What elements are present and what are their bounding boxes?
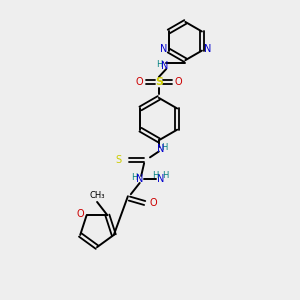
Text: N: N — [160, 44, 167, 54]
Text: O: O — [150, 198, 157, 208]
Text: O: O — [135, 77, 143, 87]
Text: O: O — [175, 77, 182, 87]
Text: O: O — [77, 209, 85, 219]
Text: H: H — [157, 60, 163, 69]
Text: S: S — [116, 155, 122, 165]
Text: N: N — [157, 143, 164, 154]
Text: H: H — [162, 170, 169, 179]
Text: H: H — [131, 173, 138, 182]
Text: H: H — [152, 170, 158, 179]
Text: H: H — [161, 142, 168, 152]
Text: S: S — [155, 77, 163, 87]
Text: N: N — [161, 61, 168, 71]
Text: N: N — [157, 174, 164, 184]
Text: CH₃: CH₃ — [89, 191, 105, 200]
Text: N: N — [203, 44, 211, 54]
Text: N: N — [136, 174, 143, 184]
